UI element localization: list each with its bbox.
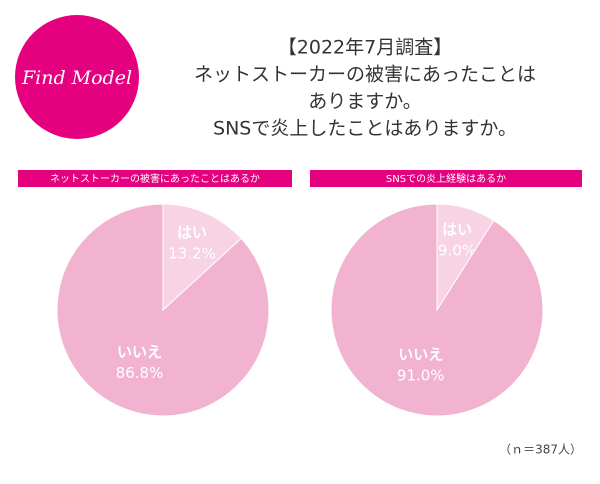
title-line: ありますか。 xyxy=(308,91,422,113)
logo: Find Model xyxy=(21,67,132,89)
slice-label: はい xyxy=(177,224,207,242)
slice-label: いいえ xyxy=(117,343,162,361)
slice-value-label: 86.8% xyxy=(116,364,164,382)
slice-value-label: 91.0% xyxy=(397,366,445,384)
slice-value-label: 13.2% xyxy=(168,245,216,263)
pie-slice xyxy=(56,203,270,417)
title-line: SNSで炎上したことはありますか。 xyxy=(213,118,517,140)
logo-circle xyxy=(15,15,139,139)
pie-slice xyxy=(330,203,544,417)
pie-slice xyxy=(162,203,242,312)
chart-title: ネットストーカーの被害にあったことはあるか xyxy=(50,172,260,185)
slice-label: はい xyxy=(442,220,472,238)
title-line: 【2022年7月調査】 xyxy=(278,37,452,59)
chart-title: SNSでの炎上経験はあるか xyxy=(386,172,506,185)
footnote: （ｎ＝387人） xyxy=(499,443,582,457)
title-line: ネットストーカーの被害にあったことは xyxy=(194,64,536,86)
chart-title-bar xyxy=(18,170,292,187)
slice-value-label: 9.0% xyxy=(438,241,476,259)
chart-title-bar xyxy=(310,170,582,187)
slice-label: いいえ xyxy=(398,345,443,363)
